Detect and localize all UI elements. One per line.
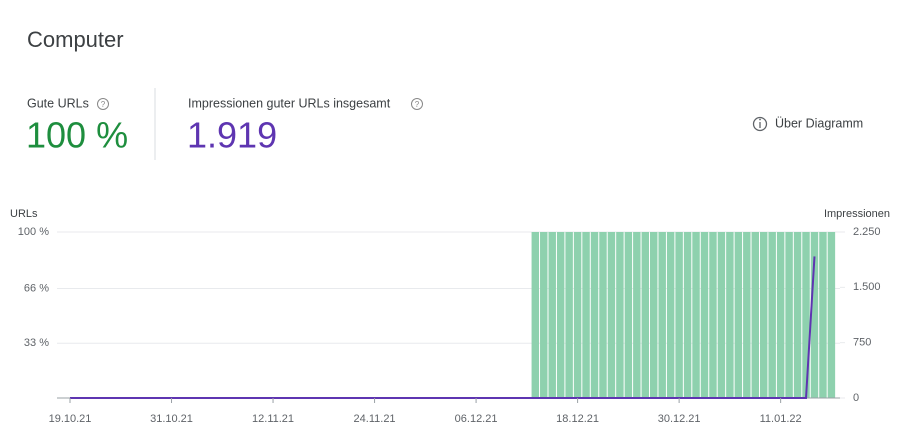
title: Computer [27, 27, 124, 52]
bar [573, 232, 582, 398]
bar [768, 232, 776, 398]
y2-tick-label: 1.500 [853, 281, 881, 293]
x-tick-label: 19.10.21 [49, 413, 92, 425]
stat-value: 1.919 [187, 115, 277, 156]
x-tick-label: 12.11.21 [252, 413, 294, 425]
y2-tick-label: 0 [853, 392, 859, 404]
bar [751, 232, 759, 398]
stat-label: Gute URLs [27, 96, 89, 110]
bar [650, 232, 658, 398]
bar [624, 232, 633, 398]
about-link[interactable]: Über Diagramm [775, 116, 863, 130]
bar [548, 232, 556, 398]
line [70, 256, 816, 399]
help-icon-mark: ? [101, 100, 106, 109]
bar [700, 232, 709, 398]
bar [633, 232, 641, 398]
x-tick-label: 18.12.21 [556, 413, 599, 425]
bar [827, 232, 836, 398]
bar [641, 232, 650, 398]
bar [743, 232, 751, 398]
help-icon[interactable] [411, 98, 423, 110]
y2-tick-label: 750 [853, 337, 871, 349]
x-tick-label: 06.12.21 [455, 413, 498, 425]
help-icon[interactable] [97, 98, 109, 110]
bar [607, 232, 616, 398]
bar [658, 232, 666, 398]
bar [692, 232, 700, 398]
bar [565, 232, 573, 398]
y2-tick-label: 2.250 [853, 226, 881, 238]
bar [556, 232, 565, 398]
bar [675, 232, 683, 398]
stat-value: 100 % [26, 115, 128, 156]
x-tick-label: 24.11.21 [354, 413, 396, 425]
bar [785, 232, 793, 398]
help-icon-mark: ? [415, 100, 420, 109]
info-icon[interactable] [752, 116, 768, 132]
bar [717, 232, 726, 398]
bar [666, 232, 675, 398]
bar [616, 232, 624, 398]
bar [683, 232, 692, 398]
info-icon-dot [759, 118, 761, 121]
stat-label: Impressionen guter URLs insgesamt [188, 96, 391, 110]
bar [726, 232, 734, 398]
bar [819, 232, 827, 398]
bar [802, 232, 810, 398]
x-tick-label: 30.12.21 [658, 413, 701, 425]
bar [734, 232, 743, 398]
y2-axis-label: Impressionen [824, 208, 890, 220]
bar [709, 232, 717, 398]
y-tick-label: 33 % [24, 337, 49, 349]
y-tick-label: 66 % [24, 282, 49, 294]
bar [793, 232, 802, 398]
bar [810, 232, 819, 398]
bar [540, 232, 548, 398]
bar [590, 232, 599, 398]
x-tick-label: 11.01.22 [760, 413, 802, 425]
y-tick-label: 100 % [18, 226, 49, 238]
bar [531, 232, 540, 398]
x-tick-label: 31.10.21 [150, 413, 193, 425]
bar [776, 232, 785, 398]
bar [759, 232, 768, 398]
bar [599, 232, 607, 398]
y-axis-label: URLs [10, 208, 38, 220]
bar [582, 232, 590, 398]
